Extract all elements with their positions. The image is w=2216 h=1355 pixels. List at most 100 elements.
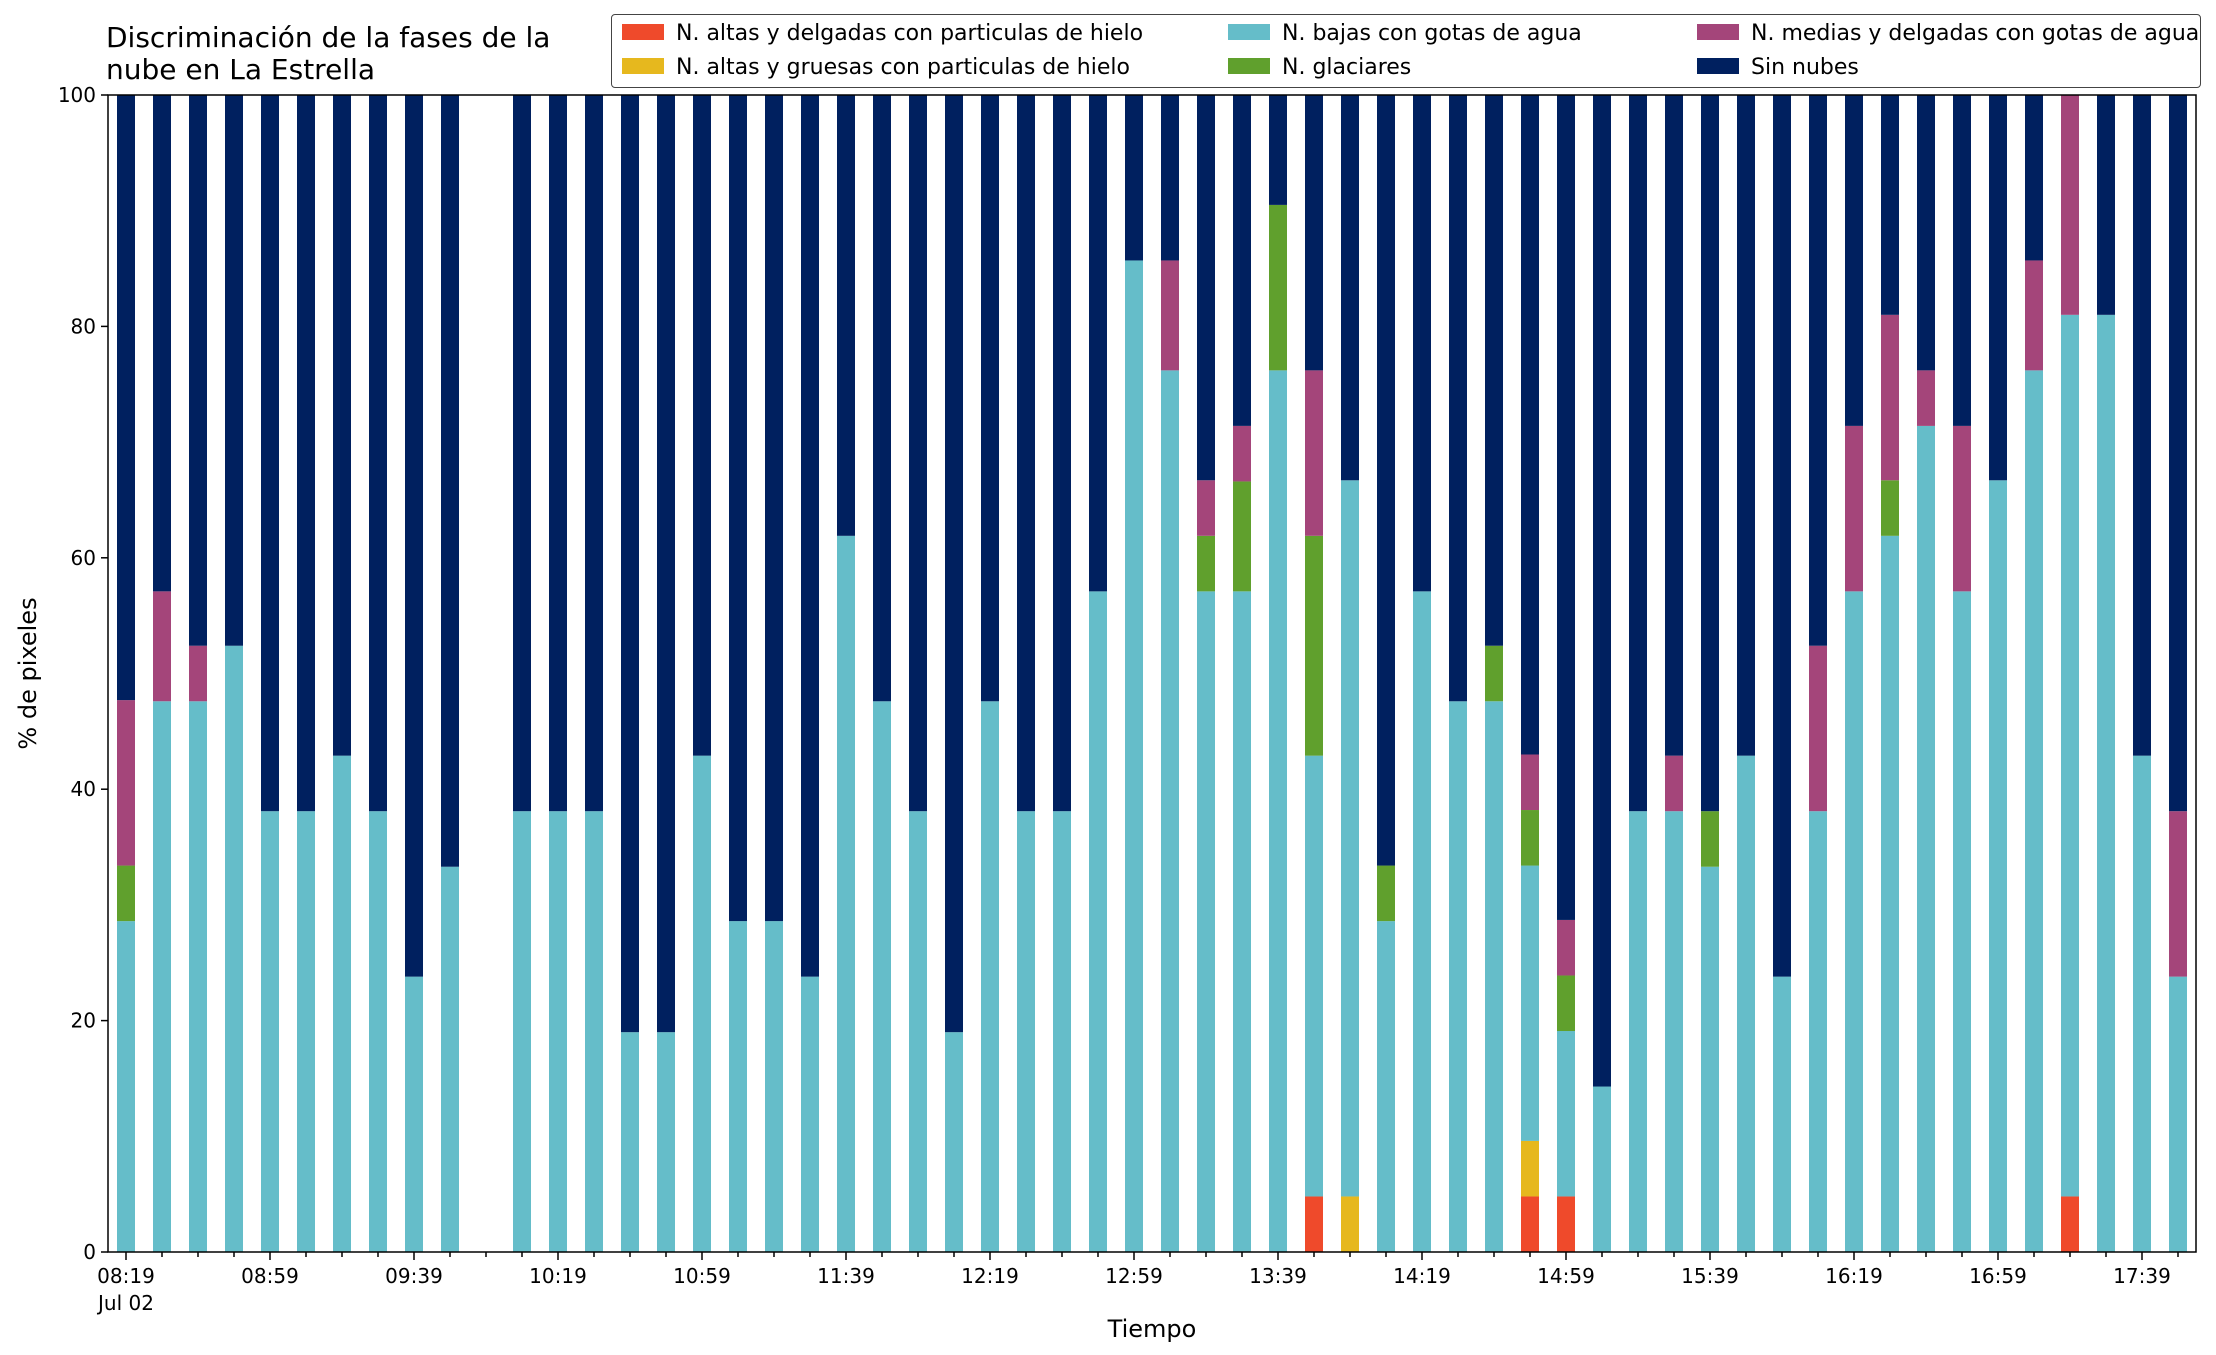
bar-segment (1053, 95, 1071, 812)
bar-segment (549, 95, 567, 812)
bar-segment (693, 95, 711, 756)
bar-segment (1701, 95, 1719, 812)
bar-segment (1809, 95, 1827, 646)
bar-segment (1989, 480, 2007, 1252)
bar-segment (945, 1032, 963, 1252)
bar-segment (153, 701, 171, 1252)
bar-segment (1233, 425, 1251, 482)
bar-segment (153, 95, 171, 592)
bar-segment (1305, 95, 1323, 371)
bar-segment (1161, 370, 1179, 1252)
bar-segment (1737, 95, 1755, 756)
bar-segment (1917, 95, 1935, 371)
legend-label: N. altas y gruesas con particulas de hie… (676, 55, 1130, 80)
x-tick-label: 17:39 (2113, 1264, 2171, 1288)
bar-segment (1485, 95, 1503, 646)
bar-segment (225, 645, 243, 1252)
bar-segment (441, 866, 459, 1252)
bar-segment (117, 921, 135, 1252)
bar-segment (189, 701, 207, 1252)
legend-item: N. bajas con gotas de agua (1228, 21, 1582, 47)
bar-segment (1881, 480, 1899, 536)
bar-segment (2061, 95, 2079, 315)
bar-segment (2133, 755, 2151, 1252)
bar-segment (369, 811, 387, 1252)
bar-segment (621, 1032, 639, 1252)
legend-item: Sin nubes (1697, 55, 1859, 81)
bar-segment (1197, 591, 1215, 1252)
bar-segment (1917, 425, 1935, 1252)
bar-segment (1485, 701, 1503, 1252)
bar-segment (1665, 811, 1683, 1252)
bar-segment (1737, 755, 1755, 1252)
bar-segment (981, 701, 999, 1252)
legend-item: N. medias y delgadas con gotas de agua (1697, 21, 2199, 47)
bar-segment (1233, 95, 1251, 426)
bar-segment (1521, 95, 1539, 755)
bar-segment (585, 95, 603, 812)
bar-segment (1665, 95, 1683, 756)
bar-segment (1053, 811, 1071, 1252)
bar-segment (1413, 591, 1431, 1252)
bar-segment (1557, 95, 1575, 920)
x-tick-label: 15:39 (1681, 1264, 1739, 1288)
bar-segment (765, 95, 783, 922)
bar-segment (1449, 95, 1467, 702)
bar-segment (1701, 866, 1719, 1252)
bar-segment (2097, 95, 2115, 315)
bar-segment (1665, 755, 1683, 812)
x-axis-label: Tiempo (1107, 1315, 1197, 1343)
y-tick-label: 20 (71, 1009, 96, 1033)
bar-segment (1845, 95, 1863, 426)
bar-segment (1557, 1031, 1575, 1197)
bar-segment (1305, 370, 1323, 536)
legend-label: N. bajas con gotas de agua (1282, 21, 1582, 46)
bar-segment (1917, 370, 1935, 426)
y-tick-label: 80 (71, 314, 96, 338)
bar-segment (1305, 755, 1323, 1197)
bar-segment (2133, 95, 2151, 756)
x-tick-label: 12:19 (961, 1264, 1019, 1288)
bar-segment (117, 700, 135, 866)
bar-segment (1809, 811, 1827, 1252)
legend: N. altas y delgadas con particulas de hi… (611, 14, 2201, 88)
axis-layer: 0 20 40 60 80 100 08:19 08:59 09:39 10:19 10:59 11:… (14, 83, 2179, 1343)
legend-label: Sin nubes (1751, 55, 1859, 80)
bar-segment (2025, 370, 2043, 1252)
bar-segment (369, 95, 387, 812)
bar-segment (729, 95, 747, 922)
bar-segment (261, 811, 279, 1252)
bar-segment (801, 976, 819, 1252)
bar-segment (1629, 811, 1647, 1252)
y-tick-label: 60 (71, 546, 96, 570)
bar-segment (1125, 95, 1143, 261)
bar-segment (657, 95, 675, 1033)
bar-segment (1305, 1196, 1323, 1252)
x-tick-label: 14:19 (1393, 1264, 1451, 1288)
bar-segment (585, 811, 603, 1252)
legend-swatch (1697, 58, 1739, 74)
bar-segment (1521, 1140, 1539, 1197)
bar-segment (261, 95, 279, 812)
y-tick-label: 100 (58, 83, 96, 107)
bar-segment (1197, 480, 1215, 536)
bar-segment (405, 976, 423, 1252)
bar-segment (1953, 591, 1971, 1252)
bar-segment (153, 591, 171, 702)
bar-segment (837, 95, 855, 536)
bar-segment (621, 95, 639, 1033)
bar-segment (729, 921, 747, 1252)
plot-frame (107, 94, 2197, 1253)
bar-segment (1377, 865, 1395, 922)
bar-segment (189, 645, 207, 702)
legend-swatch (1697, 24, 1739, 40)
bar-segment (549, 811, 567, 1252)
bar-segment (1845, 425, 1863, 592)
bar-segment (801, 95, 819, 977)
bar-segment (1521, 865, 1539, 1141)
x-tick-label: 08:19 (97, 1264, 155, 1288)
bar-segment (1017, 95, 1035, 812)
bar-segment (441, 95, 459, 867)
bar-segment (117, 865, 135, 922)
